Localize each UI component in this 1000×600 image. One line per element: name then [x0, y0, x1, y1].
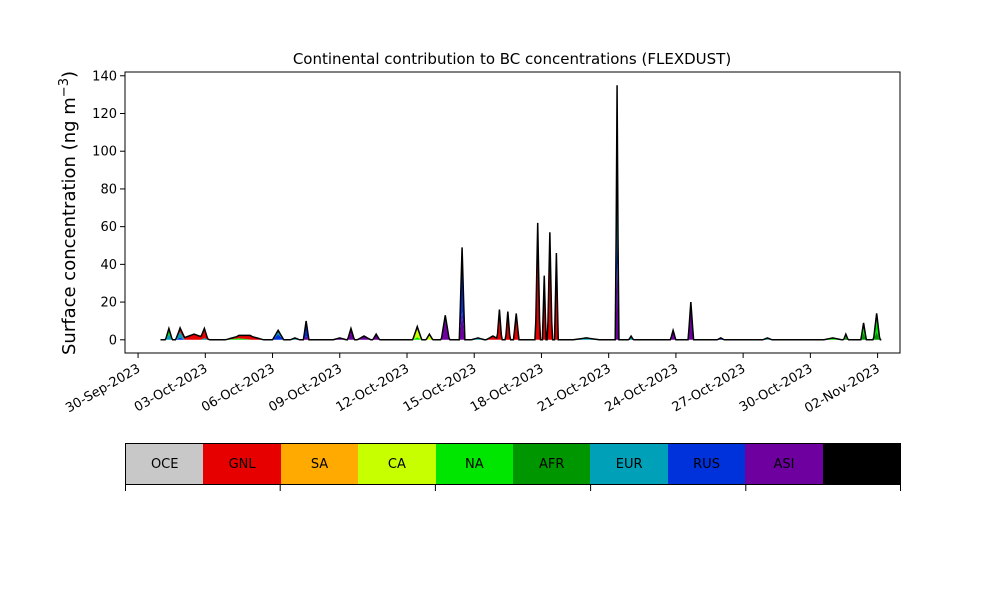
y-axis: 0 20 40 60 80 100 120 140 [92, 69, 125, 348]
series-area-gnl [160, 85, 882, 340]
x-tick-label: 15-Oct-2023 [401, 361, 479, 415]
y-tick-label: 40 [100, 258, 117, 273]
y-tick-label: 0 [109, 333, 117, 348]
x-tick-label: 27-Oct-2023 [670, 361, 748, 415]
y-tick-label: 20 [100, 296, 117, 311]
series-area-rus [160, 225, 882, 340]
series-area-eur [160, 85, 882, 340]
legend-item-label: SA [310, 456, 329, 472]
legend-item-label: AUS [848, 456, 875, 472]
series-area-na [160, 85, 882, 340]
legend-item-label: AFR [539, 456, 565, 472]
legend-item-na: NA [435, 444, 514, 484]
x-tick-label: 06-Oct-2023 [199, 361, 277, 415]
x-tick-label: 30-Sep-2023 [63, 361, 143, 416]
legend-item-aus: AUS [822, 444, 901, 484]
x-tick-label: 18-Oct-2023 [468, 361, 546, 415]
legend-item-label: ASI [773, 456, 795, 472]
series-area-sa [160, 85, 882, 340]
legend-item-label: CA [387, 456, 406, 472]
legend-item-rus: RUS [667, 444, 746, 484]
legend-item-label: RUS [693, 456, 720, 472]
x-tick-label: 21-Oct-2023 [535, 361, 613, 415]
x-axis: 30-Sep-202303-Oct-202306-Oct-202309-Oct-… [63, 353, 883, 416]
legend-item-ca: CA [358, 444, 436, 484]
legend-item-asi: ASI [745, 444, 823, 484]
legend-item-sa: SA [280, 444, 359, 484]
x-tick-label: 24-Oct-2023 [603, 361, 681, 415]
y-axis-label: Surface concentration (ng m−3) [57, 71, 80, 355]
y-tick-label: 140 [92, 69, 117, 84]
legend-item-label: OCE [150, 456, 179, 472]
plot-frame [124, 71, 901, 354]
x-tick-label: 09-Oct-2023 [266, 361, 344, 415]
y-tick-label: 60 [100, 220, 117, 235]
series-area-asi [160, 263, 882, 340]
plot-area [160, 85, 882, 341]
series-area-ca [160, 85, 882, 340]
legend-item-label: EUR [615, 456, 643, 472]
x-tick-label: 02-Nov-2023 [802, 361, 882, 416]
series-area-oce [160, 85, 882, 340]
colorbar-ticks [125, 485, 901, 491]
total-outline [160, 85, 882, 341]
x-tick-label: 12-Oct-2023 [334, 361, 412, 415]
y-tick-label: 80 [100, 182, 117, 197]
x-tick-label: 03-Oct-2023 [132, 361, 210, 415]
legend-item-gnl: GNL [203, 444, 281, 484]
y-tick-label: 120 [92, 107, 117, 122]
legend-item-label: GNL [228, 456, 256, 472]
legend-item-eur: EUR [590, 444, 668, 484]
series-area-afr [160, 85, 882, 340]
chart-title: Continental contribution to BC concentra… [293, 50, 731, 68]
legend-item-label: NA [465, 456, 484, 472]
colorbar-legend: OCE GNL SA CA NA AFR EUR RUS ASI AUS [125, 443, 901, 485]
legend-item-afr: AFR [513, 444, 591, 484]
legend-item-oce: OCE [126, 444, 204, 484]
y-tick-label: 100 [92, 145, 117, 160]
